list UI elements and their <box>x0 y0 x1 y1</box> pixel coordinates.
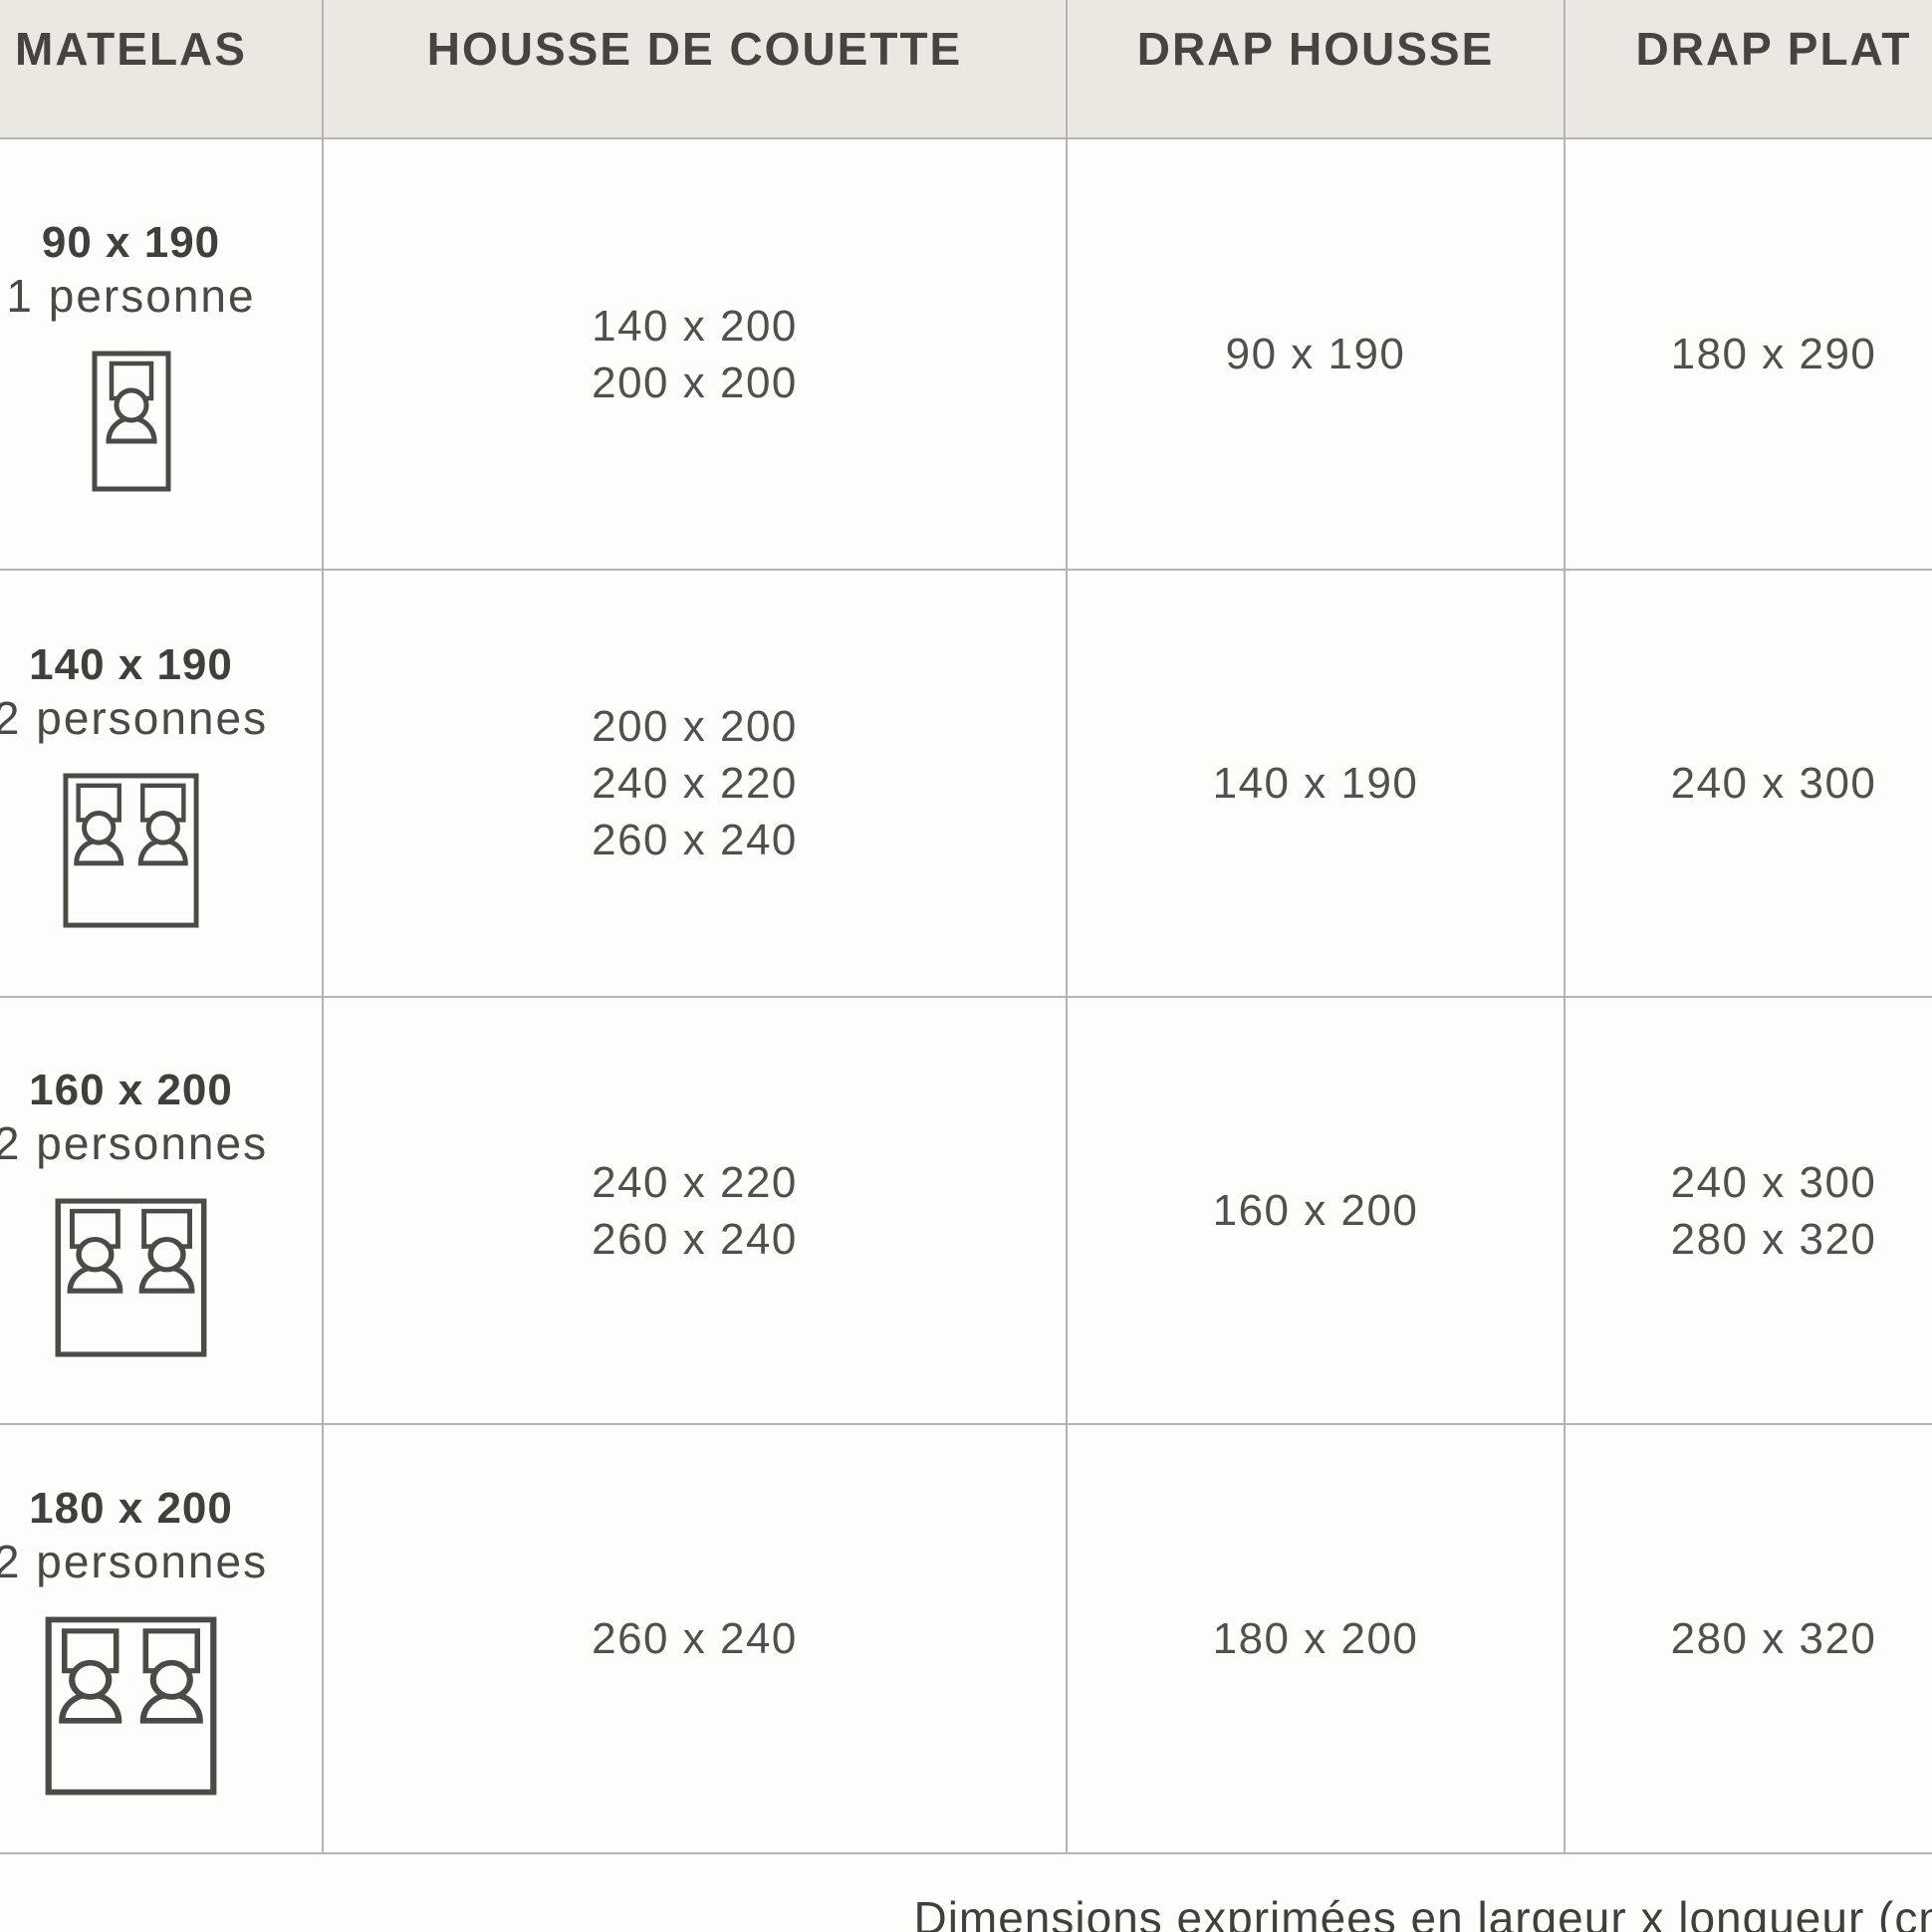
size-value: 200 x 200 <box>592 358 798 407</box>
single-bed-icon <box>92 351 170 491</box>
column-header-housse-de-couette: HOUSSE DE COUETTE <box>322 0 1066 139</box>
size-value: 180 x 200 <box>1212 1614 1419 1663</box>
housse-de-couette-cell: 260 x 240 <box>322 1425 1066 1854</box>
size-value: 240 x 300 <box>1670 1157 1877 1207</box>
housse-de-couette-cell: 200 x 200 240 x 220 260 x 240 <box>322 571 1066 998</box>
matelas-size-label: 90 x 190 <box>41 217 221 267</box>
drap-plat-cell: 240 x 300 <box>1564 571 1932 998</box>
size-value: 280 x 320 <box>1670 1614 1877 1663</box>
double-bed-icon <box>55 1198 207 1356</box>
column-header-drap-housse: DRAP HOUSSE <box>1066 0 1564 139</box>
matelas-cell-90x190: 90 x 190 1 personne <box>0 139 322 571</box>
column-header-drap-plat: DRAP PLAT <box>1564 0 1932 139</box>
drap-plat-cell: 240 x 300 280 x 320 <box>1564 998 1932 1425</box>
size-value: 240 x 220 <box>592 1157 798 1207</box>
bedding-size-table: MATELAS HOUSSE DE COUETTE DRAP HOUSSE DR… <box>0 0 1932 1854</box>
size-value: 90 x 190 <box>1225 330 1406 378</box>
size-value: 140 x 200 <box>592 301 798 351</box>
dimensions-note: Dimensions exprimées en largeur x longue… <box>913 1892 1932 1932</box>
matelas-capacity-label: 2 personnes <box>0 691 269 744</box>
size-value: 260 x 240 <box>592 816 798 864</box>
double-bed-icon <box>45 1616 217 1795</box>
matelas-capacity-label: 1 personne <box>6 269 256 322</box>
matelas-cell-180x200: 180 x 200 2 personnes <box>0 1425 322 1854</box>
drap-housse-cell: 140 x 190 <box>1066 571 1564 998</box>
size-value: 160 x 200 <box>1212 1186 1419 1235</box>
drap-plat-cell: 280 x 320 <box>1564 1425 1932 1854</box>
size-value: 260 x 240 <box>592 1614 798 1663</box>
size-value: 180 x 290 <box>1670 330 1877 378</box>
size-value: 240 x 220 <box>592 759 798 808</box>
matelas-capacity-label: 2 personnes <box>0 1116 269 1169</box>
housse-de-couette-cell: 240 x 220 260 x 240 <box>322 998 1066 1425</box>
size-value: 280 x 320 <box>1670 1214 1877 1264</box>
matelas-cell-160x200: 160 x 200 2 personnes <box>0 998 322 1425</box>
matelas-size-label: 160 x 200 <box>29 1065 233 1114</box>
matelas-size-label: 140 x 190 <box>29 639 233 689</box>
matelas-size-label: 180 x 200 <box>29 1483 233 1533</box>
double-bed-icon <box>63 772 199 928</box>
housse-de-couette-cell: 140 x 200 200 x 200 <box>322 139 1066 571</box>
size-value: 240 x 300 <box>1670 759 1877 808</box>
drap-housse-cell: 160 x 200 <box>1066 998 1564 1425</box>
matelas-cell-140x190: 140 x 190 2 personnes <box>0 571 322 998</box>
size-value: 200 x 200 <box>592 702 798 751</box>
drap-housse-cell: 180 x 200 <box>1066 1425 1564 1854</box>
matelas-capacity-label: 2 personnes <box>0 1535 269 1587</box>
column-header-matelas: MATELAS <box>0 0 322 139</box>
drap-housse-cell: 90 x 190 <box>1066 139 1564 571</box>
drap-plat-cell: 180 x 290 <box>1564 139 1932 571</box>
size-value: 140 x 190 <box>1212 759 1419 808</box>
size-value: 260 x 240 <box>592 1214 798 1264</box>
